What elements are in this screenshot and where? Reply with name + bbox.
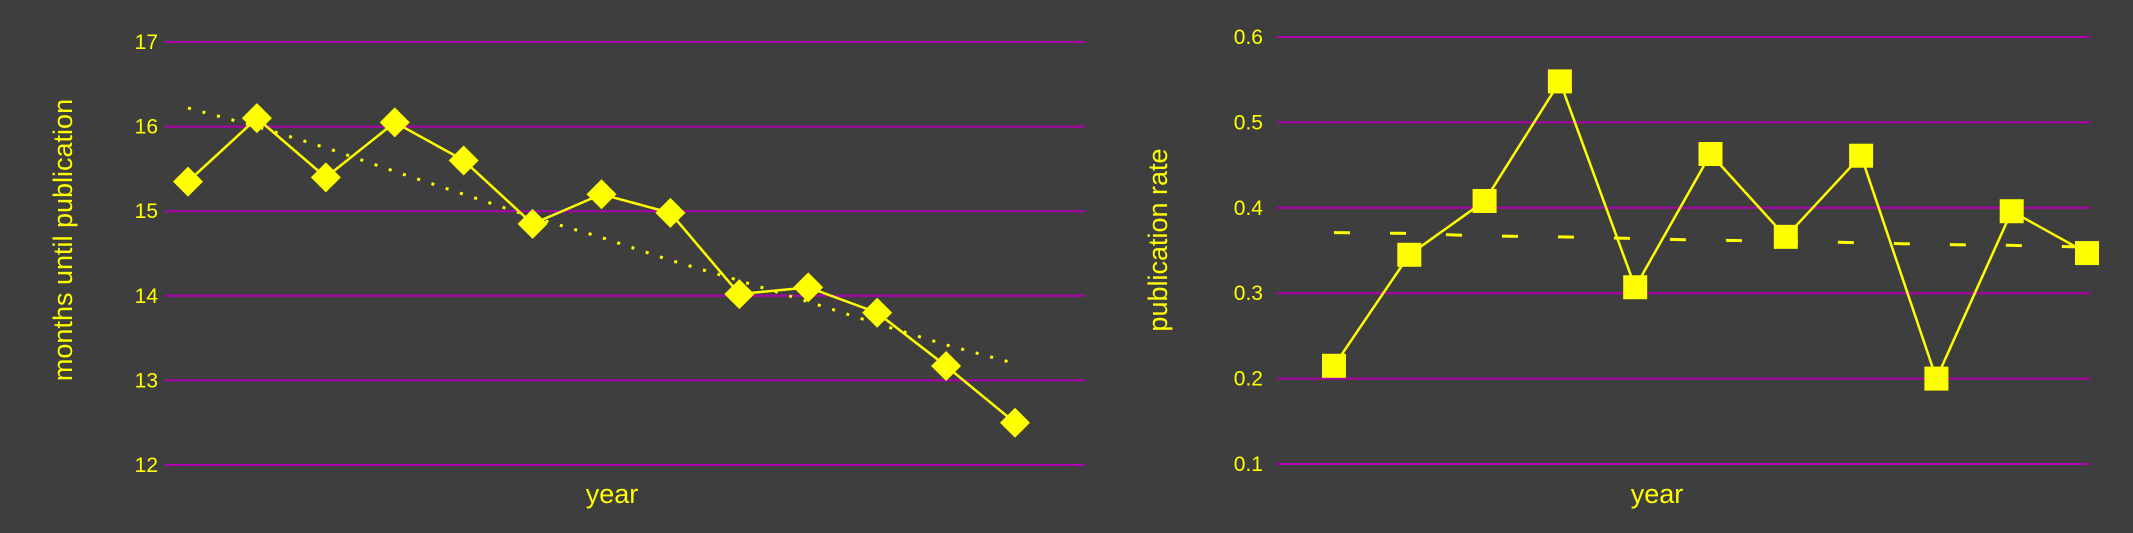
y-tick-label: 0.4 [1234, 197, 1264, 220]
data-point [1397, 243, 1421, 267]
data-point [2000, 199, 2024, 223]
data-point [1849, 144, 1873, 168]
data-point [862, 298, 892, 328]
trend-line [188, 108, 1015, 363]
data-point [587, 179, 617, 209]
y-tick-label: 0.5 [1234, 111, 1263, 134]
y-tick-label: 0.2 [1234, 368, 1263, 391]
y-tick-label: 0.3 [1234, 282, 1263, 305]
series-line [1334, 81, 2087, 378]
y-tick-label: 17 [135, 31, 158, 54]
y-tick-label: 13 [135, 369, 158, 392]
y-tick-label: 16 [135, 116, 158, 139]
y-axis-label: publication rate [1143, 148, 1173, 331]
data-point [1774, 225, 1798, 249]
data-point [1473, 189, 1497, 213]
data-point [2075, 241, 2099, 265]
data-point [931, 351, 961, 381]
chart-2: 0.1 0.2 0.3 0.4 0.5 0.6 publication rate year [1143, 26, 2099, 509]
data-point [1548, 69, 1572, 93]
y-tick-label: 0.6 [1234, 26, 1263, 49]
x-axis-label: year [586, 479, 639, 509]
y-axis-label: months until publication [48, 99, 78, 381]
data-point [1924, 367, 1948, 391]
series-line [188, 118, 1015, 423]
y-tick-label: 14 [135, 285, 159, 308]
data-point [1699, 142, 1723, 166]
data-point [1623, 275, 1647, 299]
data-point [1322, 354, 1346, 378]
y-tick-label: 0.1 [1234, 453, 1263, 476]
y-tick-label: 12 [135, 454, 158, 477]
data-point [380, 107, 410, 137]
x-axis-label: year [1631, 479, 1684, 509]
data-point [1000, 408, 1030, 438]
trend-line [1334, 233, 2087, 248]
chart-1: 12 13 14 15 16 17 months until publication year [48, 31, 1085, 509]
y-tick-label: 15 [135, 200, 158, 223]
data-point [793, 272, 823, 302]
